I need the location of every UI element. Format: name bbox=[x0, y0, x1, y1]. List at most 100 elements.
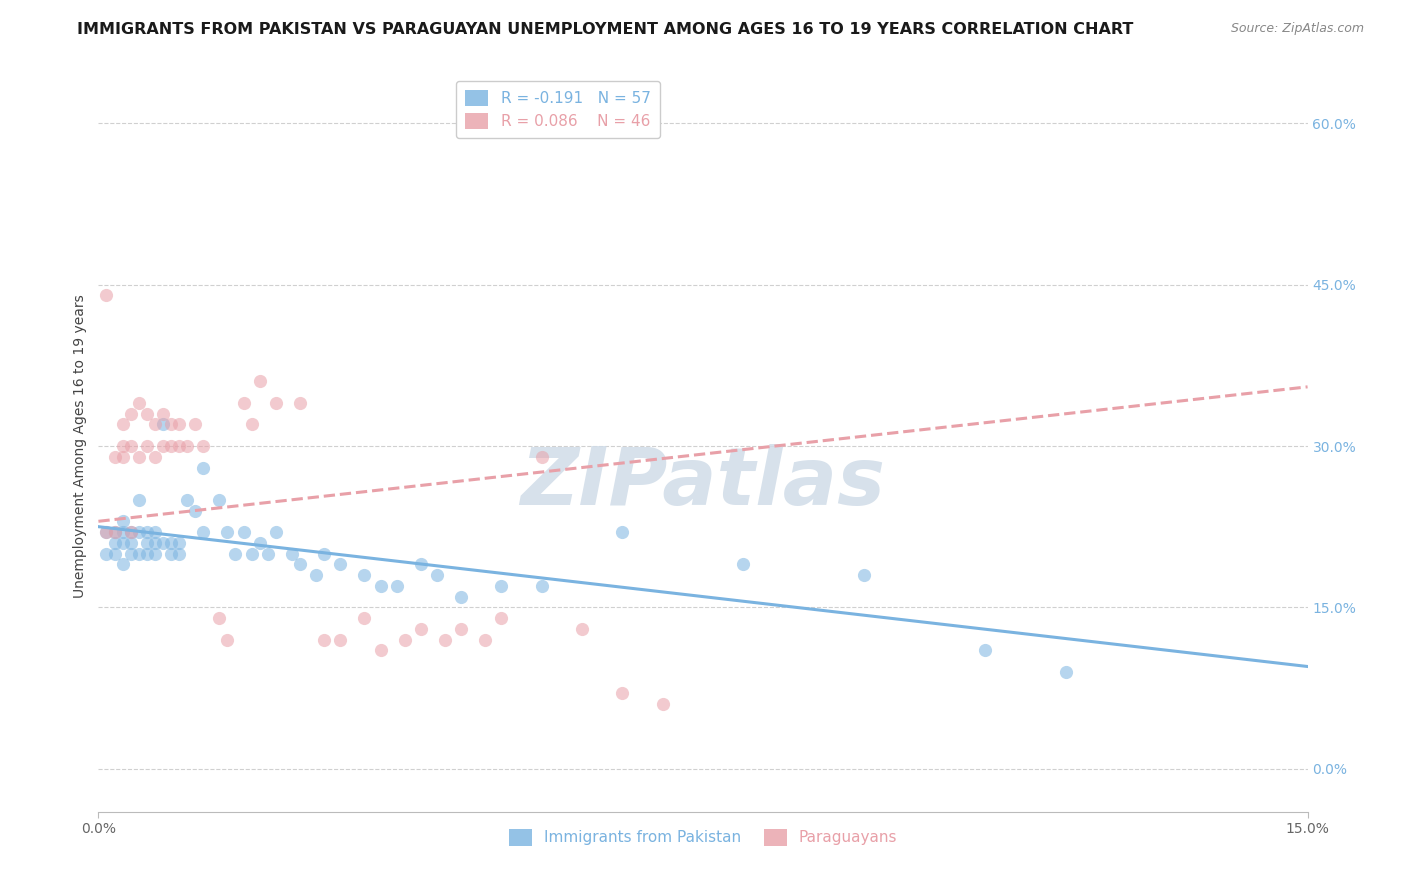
Point bbox=[167, 536, 190, 550]
Point bbox=[167, 417, 190, 432]
Point bbox=[128, 396, 150, 410]
Point bbox=[103, 524, 125, 539]
Point bbox=[409, 558, 432, 572]
Point bbox=[152, 417, 174, 432]
Point bbox=[314, 632, 336, 647]
Point bbox=[353, 611, 375, 625]
Point bbox=[152, 439, 174, 453]
Legend: Immigrants from Pakistan, Paraguayans: Immigrants from Pakistan, Paraguayans bbox=[502, 822, 904, 852]
Point bbox=[111, 450, 134, 464]
Point bbox=[128, 492, 150, 507]
Point bbox=[111, 439, 134, 453]
Point bbox=[128, 547, 150, 561]
Point bbox=[96, 547, 118, 561]
Point bbox=[103, 524, 125, 539]
Point bbox=[135, 536, 157, 550]
Point bbox=[329, 558, 352, 572]
Point bbox=[176, 439, 198, 453]
Point bbox=[135, 439, 157, 453]
Point bbox=[208, 492, 231, 507]
Point bbox=[217, 524, 239, 539]
Point bbox=[103, 536, 125, 550]
Point bbox=[264, 524, 287, 539]
Point bbox=[450, 622, 472, 636]
Point bbox=[1054, 665, 1077, 679]
Point bbox=[160, 439, 183, 453]
Point bbox=[491, 611, 513, 625]
Point bbox=[96, 288, 118, 302]
Point bbox=[217, 632, 239, 647]
Point bbox=[120, 547, 142, 561]
Point bbox=[143, 524, 166, 539]
Point bbox=[103, 450, 125, 464]
Point bbox=[135, 524, 157, 539]
Point bbox=[450, 590, 472, 604]
Point bbox=[240, 417, 263, 432]
Point bbox=[152, 407, 174, 421]
Point bbox=[193, 460, 215, 475]
Point bbox=[111, 417, 134, 432]
Point bbox=[733, 558, 755, 572]
Point bbox=[394, 632, 416, 647]
Point bbox=[370, 643, 392, 657]
Point bbox=[232, 396, 254, 410]
Point bbox=[120, 524, 142, 539]
Point bbox=[853, 568, 876, 582]
Point bbox=[120, 439, 142, 453]
Point bbox=[152, 536, 174, 550]
Point bbox=[184, 417, 207, 432]
Point bbox=[385, 579, 408, 593]
Point bbox=[96, 524, 118, 539]
Point bbox=[612, 686, 634, 700]
Point bbox=[120, 407, 142, 421]
Point bbox=[111, 558, 134, 572]
Point bbox=[530, 579, 553, 593]
Point bbox=[128, 450, 150, 464]
Point bbox=[128, 524, 150, 539]
Point bbox=[281, 547, 304, 561]
Point bbox=[232, 524, 254, 539]
Point bbox=[160, 547, 183, 561]
Point bbox=[571, 622, 593, 636]
Point bbox=[426, 568, 449, 582]
Text: ZIPatlas: ZIPatlas bbox=[520, 443, 886, 522]
Point bbox=[193, 439, 215, 453]
Point bbox=[103, 547, 125, 561]
Point bbox=[974, 643, 997, 657]
Point bbox=[491, 579, 513, 593]
Point bbox=[184, 503, 207, 517]
Point bbox=[256, 547, 278, 561]
Point bbox=[409, 622, 432, 636]
Point bbox=[135, 547, 157, 561]
Point bbox=[264, 396, 287, 410]
Point bbox=[288, 396, 311, 410]
Point bbox=[167, 439, 190, 453]
Point bbox=[249, 536, 271, 550]
Point bbox=[120, 536, 142, 550]
Point bbox=[160, 536, 183, 550]
Point bbox=[143, 417, 166, 432]
Point bbox=[474, 632, 496, 647]
Point bbox=[193, 524, 215, 539]
Point bbox=[434, 632, 457, 647]
Point bbox=[651, 697, 673, 711]
Text: IMMIGRANTS FROM PAKISTAN VS PARAGUAYAN UNEMPLOYMENT AMONG AGES 16 TO 19 YEARS CO: IMMIGRANTS FROM PAKISTAN VS PARAGUAYAN U… bbox=[77, 22, 1133, 37]
Point bbox=[143, 547, 166, 561]
Point bbox=[612, 524, 634, 539]
Text: Source: ZipAtlas.com: Source: ZipAtlas.com bbox=[1230, 22, 1364, 36]
Point bbox=[305, 568, 328, 582]
Point bbox=[530, 450, 553, 464]
Point bbox=[176, 492, 198, 507]
Point bbox=[249, 375, 271, 389]
Point bbox=[143, 450, 166, 464]
Point bbox=[314, 547, 336, 561]
Point bbox=[111, 524, 134, 539]
Point bbox=[111, 536, 134, 550]
Point bbox=[353, 568, 375, 582]
Point bbox=[224, 547, 246, 561]
Point bbox=[167, 547, 190, 561]
Point bbox=[143, 536, 166, 550]
Point bbox=[240, 547, 263, 561]
Point bbox=[111, 514, 134, 528]
Point bbox=[96, 524, 118, 539]
